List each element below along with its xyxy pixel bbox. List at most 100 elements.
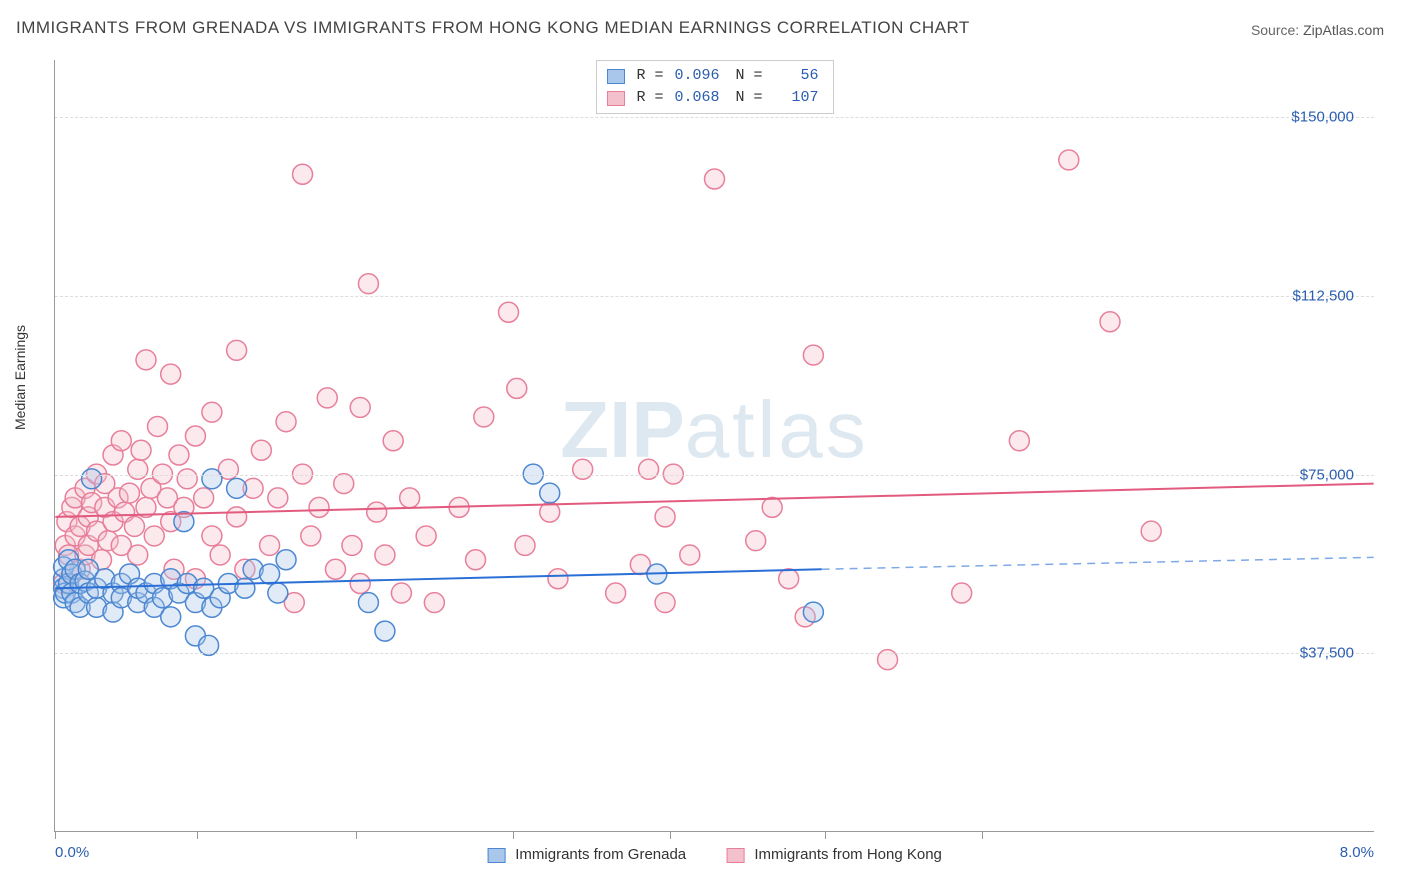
scatter-point-hongkong	[350, 397, 370, 417]
scatter-point-hongkong	[210, 545, 230, 565]
scatter-point-hongkong	[350, 574, 370, 594]
scatter-point-hongkong	[227, 507, 247, 527]
scatter-point-hongkong	[309, 497, 329, 517]
scatter-point-hongkong	[131, 440, 151, 460]
source-attribution: Source: ZipAtlas.com	[1251, 22, 1384, 38]
scatter-point-hongkong	[177, 469, 197, 489]
scatter-point-hongkong	[334, 474, 354, 494]
bottom-legend: Immigrants from Grenada Immigrants from …	[487, 846, 942, 863]
chart-svg	[55, 60, 1374, 831]
scatter-point-hongkong	[185, 426, 205, 446]
scatter-point-hongkong	[515, 535, 535, 555]
source-value: ZipAtlas.com	[1303, 22, 1384, 38]
scatter-point-hongkong	[358, 274, 378, 294]
scatter-point-grenada	[358, 593, 378, 613]
x-tick	[197, 831, 198, 839]
gridline	[55, 296, 1374, 297]
scatter-point-hongkong	[952, 583, 972, 603]
y-tick-label: $75,000	[1300, 466, 1354, 483]
scatter-point-hongkong	[400, 488, 420, 508]
scatter-point-hongkong	[194, 488, 214, 508]
legend-label-grenada: Immigrants from Grenada	[515, 846, 686, 863]
scatter-point-hongkong	[466, 550, 486, 570]
gridline	[55, 653, 1374, 654]
scatter-point-hongkong	[260, 535, 280, 555]
x-tick	[825, 831, 826, 839]
scatter-point-hongkong	[1009, 431, 1029, 451]
scatter-point-hongkong	[507, 378, 527, 398]
x-tick	[356, 831, 357, 839]
scatter-point-hongkong	[424, 593, 444, 613]
stats-r-label: R =	[636, 65, 663, 87]
y-tick-label: $150,000	[1291, 109, 1354, 126]
scatter-point-hongkong	[169, 445, 189, 465]
scatter-point-hongkong	[326, 559, 346, 579]
scatter-point-grenada	[268, 583, 288, 603]
scatter-point-hongkong	[293, 164, 313, 184]
scatter-point-hongkong	[202, 526, 222, 546]
scatter-point-hongkong	[128, 545, 148, 565]
legend-item-hongkong: Immigrants from Hong Kong	[726, 846, 942, 863]
scatter-point-grenada	[260, 564, 280, 584]
legend-swatch-grenada	[487, 848, 505, 863]
scatter-point-hongkong	[375, 545, 395, 565]
stats-n-label: N =	[736, 87, 763, 109]
stats-legend-box: R = 0.096 N = 56 R = 0.068 N = 107	[595, 60, 833, 114]
scatter-point-grenada	[202, 469, 222, 489]
scatter-point-hongkong	[342, 535, 362, 555]
scatter-point-hongkong	[779, 569, 799, 589]
scatter-point-hongkong	[227, 340, 247, 360]
stats-row-hongkong: R = 0.068 N = 107	[606, 87, 818, 109]
scatter-point-hongkong	[746, 531, 766, 551]
scatter-point-grenada	[803, 602, 823, 622]
scatter-point-grenada	[227, 478, 247, 498]
scatter-point-hongkong	[548, 569, 568, 589]
gridline	[55, 475, 1374, 476]
stats-n-hongkong: 107	[769, 87, 819, 109]
stats-swatch-grenada	[606, 69, 624, 84]
stats-r-label: R =	[636, 87, 663, 109]
scatter-point-hongkong	[383, 431, 403, 451]
scatter-point-hongkong	[120, 483, 140, 503]
legend-swatch-hongkong	[726, 848, 744, 863]
x-tick	[55, 831, 56, 839]
scatter-point-hongkong	[655, 593, 675, 613]
x-axis-min-label: 0.0%	[55, 844, 89, 861]
scatter-point-hongkong	[317, 388, 337, 408]
scatter-point-hongkong	[705, 169, 725, 189]
x-axis-max-label: 8.0%	[1340, 844, 1374, 861]
scatter-point-hongkong	[680, 545, 700, 565]
scatter-point-hongkong	[1100, 312, 1120, 332]
scatter-point-hongkong	[1141, 521, 1161, 541]
scatter-point-grenada	[235, 578, 255, 598]
scatter-point-hongkong	[276, 412, 296, 432]
scatter-point-hongkong	[762, 497, 782, 517]
scatter-point-hongkong	[367, 502, 387, 522]
chart-plot-area: ZIPatlas R = 0.096 N = 56 R = 0.068 N = …	[54, 60, 1374, 832]
stats-n-label: N =	[736, 65, 763, 87]
chart-title: IMMIGRANTS FROM GRENADA VS IMMIGRANTS FR…	[16, 18, 970, 38]
scatter-point-hongkong	[499, 302, 519, 322]
scatter-point-hongkong	[391, 583, 411, 603]
y-tick-label: $37,500	[1300, 645, 1354, 662]
scatter-point-hongkong	[1059, 150, 1079, 170]
scatter-point-hongkong	[202, 402, 222, 422]
x-tick	[513, 831, 514, 839]
scatter-point-hongkong	[301, 526, 321, 546]
trend-line-dashed-grenada	[822, 557, 1374, 569]
scatter-point-grenada	[375, 621, 395, 641]
stats-n-grenada: 56	[769, 65, 819, 87]
scatter-point-hongkong	[474, 407, 494, 427]
scatter-point-hongkong	[161, 364, 181, 384]
scatter-point-grenada	[276, 550, 296, 570]
legend-item-grenada: Immigrants from Grenada	[487, 846, 686, 863]
scatter-point-hongkong	[144, 526, 164, 546]
scatter-point-hongkong	[128, 459, 148, 479]
legend-label-hongkong: Immigrants from Hong Kong	[754, 846, 942, 863]
scatter-point-hongkong	[111, 431, 131, 451]
scatter-point-hongkong	[573, 459, 593, 479]
scatter-point-grenada	[161, 607, 181, 627]
stats-swatch-hongkong	[606, 91, 624, 106]
stats-r-hongkong: 0.068	[670, 87, 720, 109]
scatter-point-hongkong	[639, 459, 659, 479]
